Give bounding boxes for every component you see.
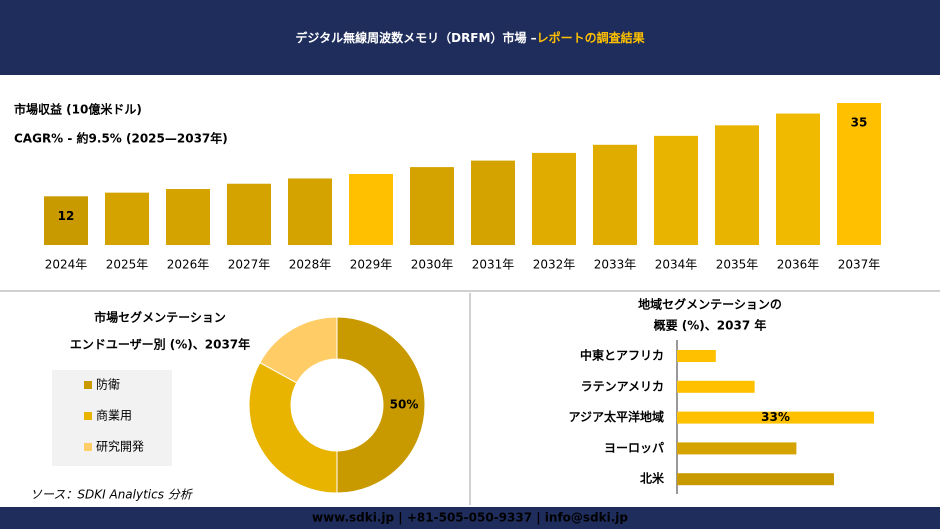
value-label: 33% xyxy=(761,410,790,424)
title-highlight: レポートの調査結果 xyxy=(537,30,645,45)
bar xyxy=(288,178,332,245)
legend-label: 防衛 xyxy=(96,377,120,392)
y-tick-label: ヨーロッパ xyxy=(604,441,664,455)
bar xyxy=(837,103,881,245)
header-band xyxy=(0,0,940,75)
header-title: デジタル無線周波数メモリ（DRFM）市場 –レポートの調査結果 xyxy=(295,30,644,45)
bar-note: CAGR% - 約9.5% (2025—2037年) xyxy=(14,131,228,146)
bar xyxy=(715,125,759,245)
legend-swatch xyxy=(84,412,92,420)
bar xyxy=(677,442,797,455)
bar xyxy=(677,411,874,424)
x-tick-label: 2029年 xyxy=(350,258,393,272)
footer: www.sdki.jp | +81-505-050-9337 | info@sd… xyxy=(312,511,628,525)
bar xyxy=(677,350,716,362)
x-tick-label: 2027年 xyxy=(228,258,271,272)
x-tick-label: 2035年 xyxy=(716,258,759,272)
bar xyxy=(166,189,210,245)
bar xyxy=(776,113,820,245)
bar xyxy=(677,473,835,486)
legend-swatch xyxy=(84,443,92,451)
bar xyxy=(471,160,515,245)
x-tick-label: 2025年 xyxy=(106,258,149,272)
bar xyxy=(105,192,149,245)
y-tick-label: ラテンアメリカ xyxy=(581,379,664,393)
title-main: デジタル無線周波数メモリ（DRFM）市場 – xyxy=(295,30,536,45)
y-tick-label: 中東とアフリカ xyxy=(580,348,664,363)
pie-title: 市場セグメンテーション xyxy=(94,310,226,325)
bar xyxy=(654,135,698,245)
footer-band xyxy=(0,507,940,529)
bar-subtitle: 市場収益 (10億米ドル) xyxy=(14,102,142,117)
hbar-title: 地域セグメンテーションの xyxy=(638,297,782,312)
bar xyxy=(227,183,271,245)
pie-slice xyxy=(259,316,338,384)
x-tick-label: 2034年 xyxy=(655,258,698,272)
x-tick-label: 2036年 xyxy=(777,258,820,272)
legend-label: 商業用 xyxy=(96,408,132,423)
legend-box xyxy=(52,370,172,466)
legend-swatch xyxy=(84,381,92,389)
x-tick-label: 2026年 xyxy=(167,258,210,272)
bar xyxy=(410,167,454,245)
pie-slice xyxy=(336,316,426,494)
bar xyxy=(349,174,393,245)
source: ソース：SDKI Analytics 分析 xyxy=(30,488,194,502)
bar xyxy=(593,144,637,245)
y-tick-label: アジア太平洋地域 xyxy=(568,409,664,424)
hbar-subtitle: 概要 (%)、2037 年 xyxy=(654,318,767,333)
value-label: 50% xyxy=(390,398,419,412)
y-tick-label: 北米 xyxy=(640,471,665,486)
x-tick-label: 2030年 xyxy=(411,258,454,272)
legend-label: 研究開発 xyxy=(96,439,144,454)
pie-slice xyxy=(248,361,338,494)
pie-subtitle: エンドユーザー別 (%)、2037年 xyxy=(70,337,250,352)
x-tick-label: 2028年 xyxy=(289,258,332,272)
x-tick-label: 2037年 xyxy=(838,258,881,272)
x-tick-label: 2031年 xyxy=(472,258,515,272)
bar xyxy=(44,196,88,245)
value-label: 12 xyxy=(58,209,75,223)
x-tick-label: 2032年 xyxy=(533,258,576,272)
bar xyxy=(677,380,755,393)
value-label: 35 xyxy=(851,116,868,130)
x-tick-label: 2024年 xyxy=(45,258,88,272)
bar xyxy=(532,152,576,245)
x-tick-label: 2033年 xyxy=(594,258,637,272)
